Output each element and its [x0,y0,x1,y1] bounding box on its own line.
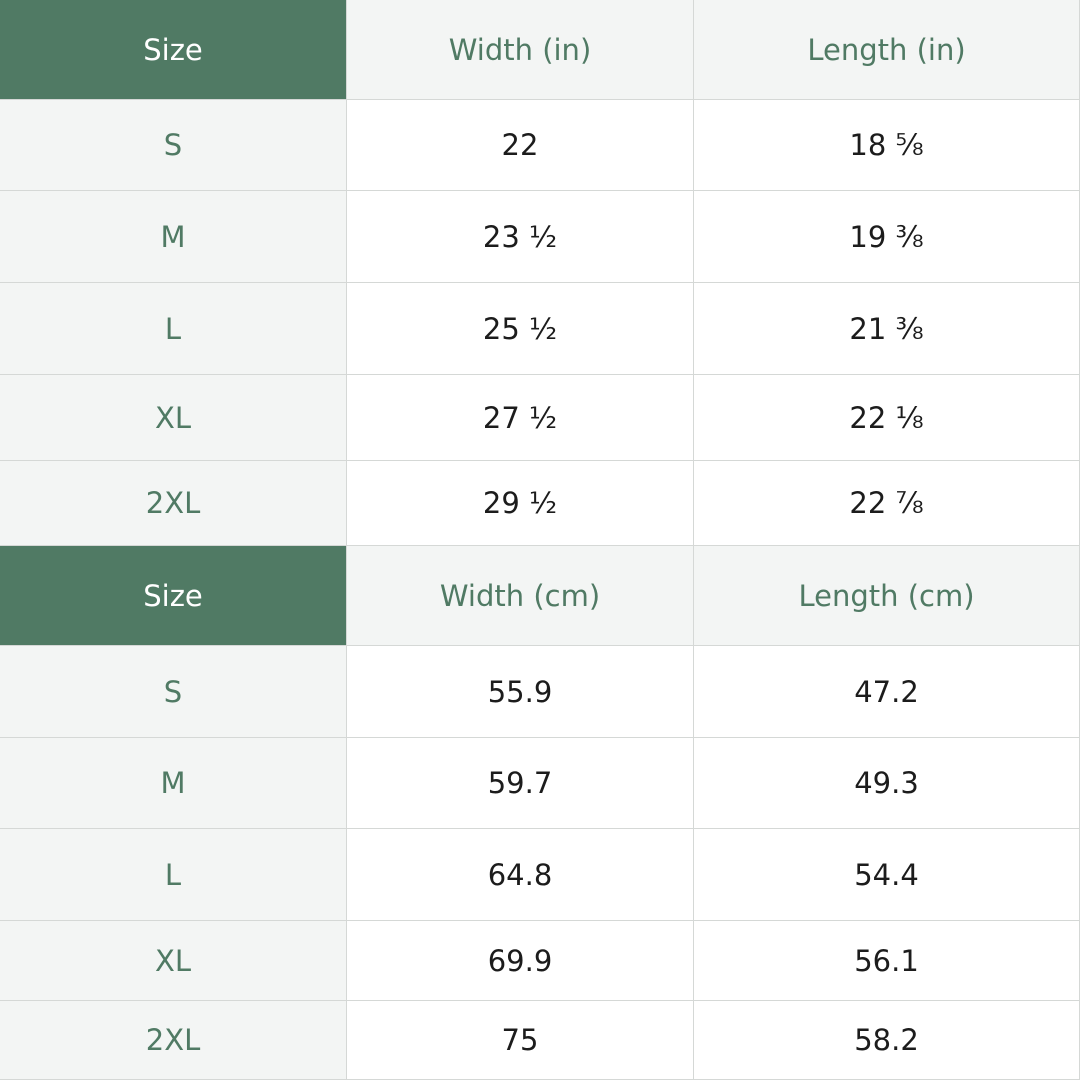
header-cell: Width (in) [347,0,694,100]
value-cell: 47.2 [694,646,1080,738]
size-cell: L [0,283,347,375]
value-cell: 56.1 [694,921,1080,1001]
header-cell: Length (cm) [694,546,1080,646]
value-cell: 49.3 [694,738,1080,829]
size-cell: S [0,646,347,738]
value-cell: 54.4 [694,829,1080,921]
value-cell: 22 [347,100,694,191]
value-cell: 64.8 [347,829,694,921]
value-cell: 18 ⅝ [694,100,1080,191]
size-cell: 2XL [0,461,347,546]
size-cell: XL [0,375,347,461]
size-cell: S [0,100,347,191]
header-cell: Size [0,0,347,100]
value-cell: 27 ½ [347,375,694,461]
size-cell: 2XL [0,1001,347,1080]
value-cell: 22 ⅛ [694,375,1080,461]
value-cell: 21 ⅜ [694,283,1080,375]
size-cell: XL [0,921,347,1001]
value-cell: 19 ⅜ [694,191,1080,283]
value-cell: 55.9 [347,646,694,738]
size-cell: M [0,738,347,829]
value-cell: 23 ½ [347,191,694,283]
value-cell: 25 ½ [347,283,694,375]
header-cell: Width (cm) [347,546,694,646]
size-cell: L [0,829,347,921]
header-cell: Size [0,546,347,646]
value-cell: 69.9 [347,921,694,1001]
value-cell: 75 [347,1001,694,1080]
size-cell: M [0,191,347,283]
value-cell: 58.2 [694,1001,1080,1080]
value-cell: 59.7 [347,738,694,829]
value-cell: 29 ½ [347,461,694,546]
header-cell: Length (in) [694,0,1080,100]
value-cell: 22 ⅞ [694,461,1080,546]
